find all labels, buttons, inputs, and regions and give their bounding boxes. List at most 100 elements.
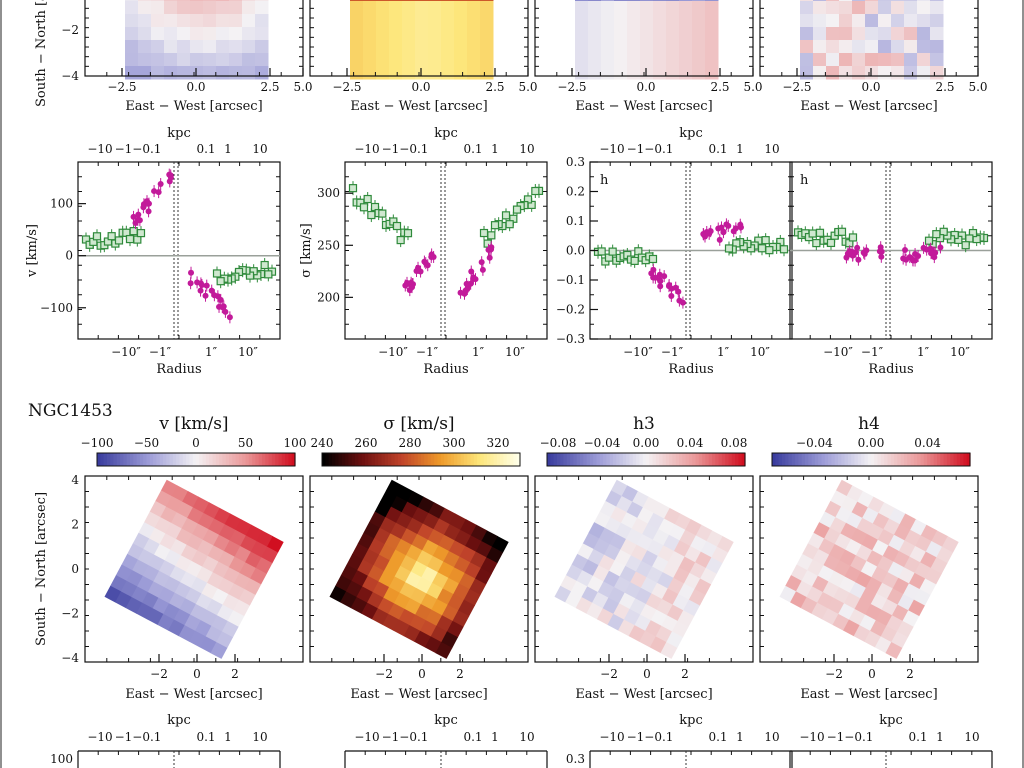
ngc1453-map-sigma-pixel xyxy=(378,543,396,561)
ngc1453-map-h3-colorbar-tick-label: −0.08 xyxy=(540,436,577,450)
top-profile-sigma-xlabel: Radius xyxy=(423,362,468,377)
top-map-v-pixel xyxy=(242,14,256,28)
top-profile-sigma-model-point xyxy=(505,220,514,229)
ngc1453-map-h4-pixel xyxy=(880,625,898,643)
ngc1453-map-sigma-colorbar-cell xyxy=(421,453,425,466)
top-map-h4-pixel xyxy=(826,40,840,54)
ngc1453-map-sigma-pixel xyxy=(464,535,482,553)
ngc1453-map-v-colorbar-cell xyxy=(172,453,177,466)
ngc1453-map-h3-colorbar-cell xyxy=(566,453,571,466)
ngc1453-map-sigma-pixel xyxy=(382,613,400,631)
ngc1453-map-sigma-colorbar-frame xyxy=(321,452,521,467)
ngc1453-map-sigma-colorbar-cell xyxy=(500,453,505,466)
ngc1453-map-sigma-pixel xyxy=(410,560,428,578)
top-profile-h4-data-point xyxy=(854,244,861,251)
top-profile-sigma-ytick-label: 200 xyxy=(317,290,340,304)
ngc1453-map-sigma-pixel xyxy=(335,575,353,593)
ngc1453-map-v-colorbar-cell xyxy=(139,453,144,466)
ngc1453-map-h3-pixel xyxy=(688,589,706,606)
ngc1453-map-h4-colorbar-cell xyxy=(814,453,819,466)
top-map-sigma-pixel xyxy=(441,40,455,54)
ngc1453-map-v-pixel xyxy=(136,575,154,593)
ngc1453-map-v-pixel xyxy=(211,615,229,633)
ngc1453-map-sigma-pixel xyxy=(409,614,427,632)
ngc1453-map-sigma-xtick-label: −2 xyxy=(375,667,393,681)
ngc1453-map-h4-pixel xyxy=(840,522,858,540)
ngc1453-map-h4-pixel xyxy=(861,507,879,525)
ngc1453-map-h3-pixel xyxy=(582,559,599,577)
top-profile-h3-data-point xyxy=(675,288,682,295)
ngc1453-map-h4-colorbar-cell xyxy=(844,453,849,466)
top-profile-h4-xlabel: Radius xyxy=(868,362,913,377)
ngc1453-map-sigma-colorbar-cell xyxy=(351,453,356,466)
ngc1453-map-h3-colorbar-cell xyxy=(688,453,693,466)
ngc1453-map-v-colorbar-tick-label: 50 xyxy=(238,436,253,450)
top-profile-h4-data-point xyxy=(937,244,944,251)
top-map-h4-pixel xyxy=(839,40,853,54)
ngc1453-map-v-pixel xyxy=(223,567,240,585)
ngc1453-map-v-pixel xyxy=(132,559,149,577)
ngc1453-map-v-colorbar-cell xyxy=(265,453,270,466)
ngc1453-map-sigma-pixel xyxy=(383,560,401,578)
ngc1453-profile-h4-top-axis-label: kpc xyxy=(879,713,902,728)
ngc1453-map-sigma-pixel xyxy=(404,598,422,616)
ngc1453-map-sigma-pixel xyxy=(350,596,368,614)
ngc1453-map-v-pixel xyxy=(190,577,208,595)
ngc1453-map-h4-pixel xyxy=(816,591,834,609)
ngc1453-map-h3-pixel xyxy=(598,554,616,572)
top-profile-v-ytick-label: 0 xyxy=(65,249,73,263)
ngc1453-map-sigma-pixel xyxy=(356,586,374,604)
ngc1453-map-h4-colorbar-cell xyxy=(857,453,862,466)
ngc1453-map-v-colorbar-cell xyxy=(196,453,200,466)
ngc1453-map-h4-pixel xyxy=(835,479,853,497)
ngc1453-map-h3-colorbar-cell xyxy=(609,453,614,466)
top-map-h4-pixel xyxy=(813,0,827,2)
ngc1453-map-v-pixel xyxy=(213,507,231,525)
ngc1453-map-h4-colorbar-cell xyxy=(785,453,790,466)
top-profile-h4-data-point xyxy=(900,255,907,262)
ngc1453-map-sigma-colorbar-cell xyxy=(437,453,442,466)
ngc1453-map-v-pixel xyxy=(120,580,138,598)
ngc1453-profile-sigma-top-tick-label: −1−0.1 xyxy=(382,730,429,744)
ngc1453-map-v-colorbar-cell xyxy=(182,453,187,466)
top-profile-h3-top-tick-label: −1−0.1 xyxy=(627,142,674,156)
top-map-h3-pixel xyxy=(627,14,641,28)
ngc1453-map-h3-pixel xyxy=(639,630,657,648)
top-map-sigma-pixel xyxy=(467,14,481,28)
ngc1453-map-h4-pixel xyxy=(830,490,848,508)
ngc1453-map-v-pixel xyxy=(224,513,242,531)
top-profile-v-model-point xyxy=(212,269,222,278)
top-map-h4-xtick-label: 5.0 xyxy=(968,80,987,94)
top-profile-v-xtick-label: 1″ xyxy=(205,345,218,359)
top-map-h3-pixel xyxy=(588,14,602,28)
ngc1453-map-sigma-colorbar-cell xyxy=(404,453,409,466)
ngc1453-map-sigma-colorbar-cell xyxy=(516,453,521,466)
ngc1453-map-sigma-colorbar-cell xyxy=(378,453,382,466)
ngc1453-map-v-pixel xyxy=(228,583,245,601)
top-map-sigma-pixel xyxy=(402,53,416,67)
top-map-h4-pixel xyxy=(917,40,931,54)
top-profile-sigma-top-axis-label: kpc xyxy=(434,126,457,141)
ngc1453-map-v-pixel xyxy=(182,491,199,508)
top-map-v-pixel xyxy=(242,27,256,41)
top-map-v-pixel xyxy=(190,0,204,2)
top-profile-h3-ytick-label: 0.3 xyxy=(566,155,585,169)
ngc1453-map-h4-pixel xyxy=(835,506,853,524)
ngc1453-map-sigma-colorbar-cell xyxy=(450,453,455,466)
ngc1453-map-h4-pixel xyxy=(828,543,846,561)
ngc1453-map-sigma-pixel xyxy=(409,587,427,605)
ngc1453-profile-sigma-top-axis-label: kpc xyxy=(434,713,457,728)
ngc1453-map-h4-pixel xyxy=(919,578,937,596)
top-map-v-pixel xyxy=(151,1,165,15)
top-profile-sigma-ytick-label: 250 xyxy=(317,238,340,252)
ngc1453-map-sigma-colorbar-cell xyxy=(345,453,349,466)
ngc1453-map-v-colorbar-cell xyxy=(215,453,220,466)
ngc1453-map-sigma-pixel xyxy=(357,532,375,550)
ngc1453-map-v-pixel-group xyxy=(104,479,284,659)
top-map-h4-pixel xyxy=(865,27,879,41)
ngc1453-map-h3-pixel xyxy=(636,534,654,551)
top-map-h3-xtick-label: −2.5 xyxy=(557,80,586,94)
ngc1453-map-v-colorbar-cell xyxy=(212,453,217,466)
ngc1453-map-h3-colorbar-cell xyxy=(580,453,584,466)
ngc1453-map-h4-pixel xyxy=(827,597,845,615)
